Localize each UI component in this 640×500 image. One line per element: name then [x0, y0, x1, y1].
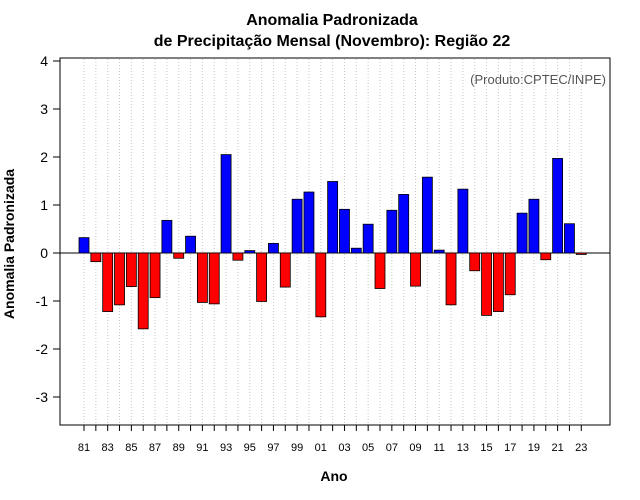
bar-85 — [125, 252, 137, 287]
bar-98 — [279, 252, 291, 288]
bar-95 — [244, 250, 256, 254]
xtick-label: 83 — [102, 442, 114, 454]
bar-93 — [220, 154, 232, 254]
bar-94 — [232, 252, 244, 261]
bar-00 — [303, 191, 315, 254]
bar-82 — [90, 252, 102, 263]
bar-83 — [102, 252, 114, 312]
x-axis-label: Ano — [320, 468, 347, 484]
bar-14 — [469, 252, 481, 272]
bar-06 — [374, 252, 386, 289]
ytick-label: 3 — [40, 101, 48, 117]
xtick-label: 99 — [291, 442, 303, 454]
bar-84 — [114, 252, 125, 306]
credit-text: (Produto:CPTEC/INPE) — [470, 72, 606, 87]
xtick-label: 05 — [362, 442, 374, 454]
ytick-label: 0 — [40, 245, 48, 261]
bar-12 — [445, 252, 457, 306]
xtick-label: 81 — [78, 442, 90, 454]
bar-91 — [196, 252, 208, 303]
bar-01 — [315, 252, 327, 318]
xtick-label: 85 — [125, 442, 137, 454]
bar-15 — [481, 252, 492, 316]
bar-10 — [421, 176, 433, 254]
bar-05 — [362, 223, 374, 254]
bar-23 — [575, 252, 587, 255]
bar-04 — [350, 247, 362, 254]
chart-title: Anomalia Padronizada — [246, 12, 418, 29]
x-axis: 81 83 85 87 89 91 93 95 97 99 01 03 05 07 09 11 13 15 17 19… — [78, 425, 587, 454]
xtick-label: 15 — [480, 442, 492, 454]
xtick-label: 13 — [457, 442, 469, 454]
ytick-label: -2 — [36, 341, 49, 357]
xtick-label: 17 — [504, 442, 516, 454]
bar-88 — [161, 219, 173, 254]
bar-13 — [457, 188, 469, 254]
xtick-label: 21 — [551, 442, 563, 454]
bar-96 — [256, 252, 268, 302]
bar-19 — [528, 198, 540, 254]
ytick-label: -3 — [36, 389, 49, 405]
bar-99 — [291, 198, 303, 254]
bar-07 — [386, 209, 398, 254]
bar-02 — [327, 181, 339, 254]
bar-92 — [208, 252, 220, 305]
bar-97 — [268, 242, 279, 254]
ytick-label: 1 — [40, 197, 48, 213]
xtick-label: 89 — [173, 442, 185, 454]
y-axis: 4 3 2 1 0 -1 -2 -3 — [36, 53, 60, 405]
ytick-label: 2 — [40, 149, 48, 165]
xtick-label: 93 — [220, 442, 232, 454]
ytick-label: -1 — [36, 293, 49, 309]
xtick-label: 11 — [433, 442, 444, 454]
bar-86 — [137, 252, 149, 330]
bar-89 — [173, 252, 185, 259]
bar-87 — [149, 252, 161, 299]
chart-subtitle: de Precipitação Mensal (Novembro): Regiã… — [154, 33, 511, 50]
bar-16 — [492, 252, 504, 312]
xtick-label: 03 — [338, 442, 350, 454]
xtick-label: 23 — [575, 442, 587, 454]
bar-09 — [410, 252, 421, 287]
xtick-label: 07 — [386, 442, 398, 454]
ytick-label: 4 — [40, 53, 48, 69]
xtick-label: 97 — [267, 442, 279, 454]
y-axis-label: Anomalia Padronizada — [1, 169, 17, 319]
xtick-label: 87 — [149, 442, 161, 454]
bars — [78, 154, 587, 330]
bar-22 — [564, 223, 575, 254]
bar-03 — [339, 208, 350, 254]
grid-lines — [83, 59, 582, 424]
xtick-label: 95 — [244, 442, 256, 454]
plot-frame — [59, 57, 611, 426]
bar-11 — [433, 249, 445, 254]
bar-08 — [398, 194, 410, 254]
bar-90 — [185, 235, 196, 254]
xtick-label: 01 — [315, 442, 327, 454]
xtick-label: 91 — [196, 442, 208, 454]
bar-17 — [504, 252, 516, 296]
bar-18 — [516, 212, 528, 254]
xtick-label: 09 — [409, 442, 421, 454]
xtick-label: 19 — [528, 442, 540, 454]
bar-21 — [552, 158, 563, 254]
bar-81 — [78, 237, 90, 254]
bar-20 — [540, 252, 552, 261]
